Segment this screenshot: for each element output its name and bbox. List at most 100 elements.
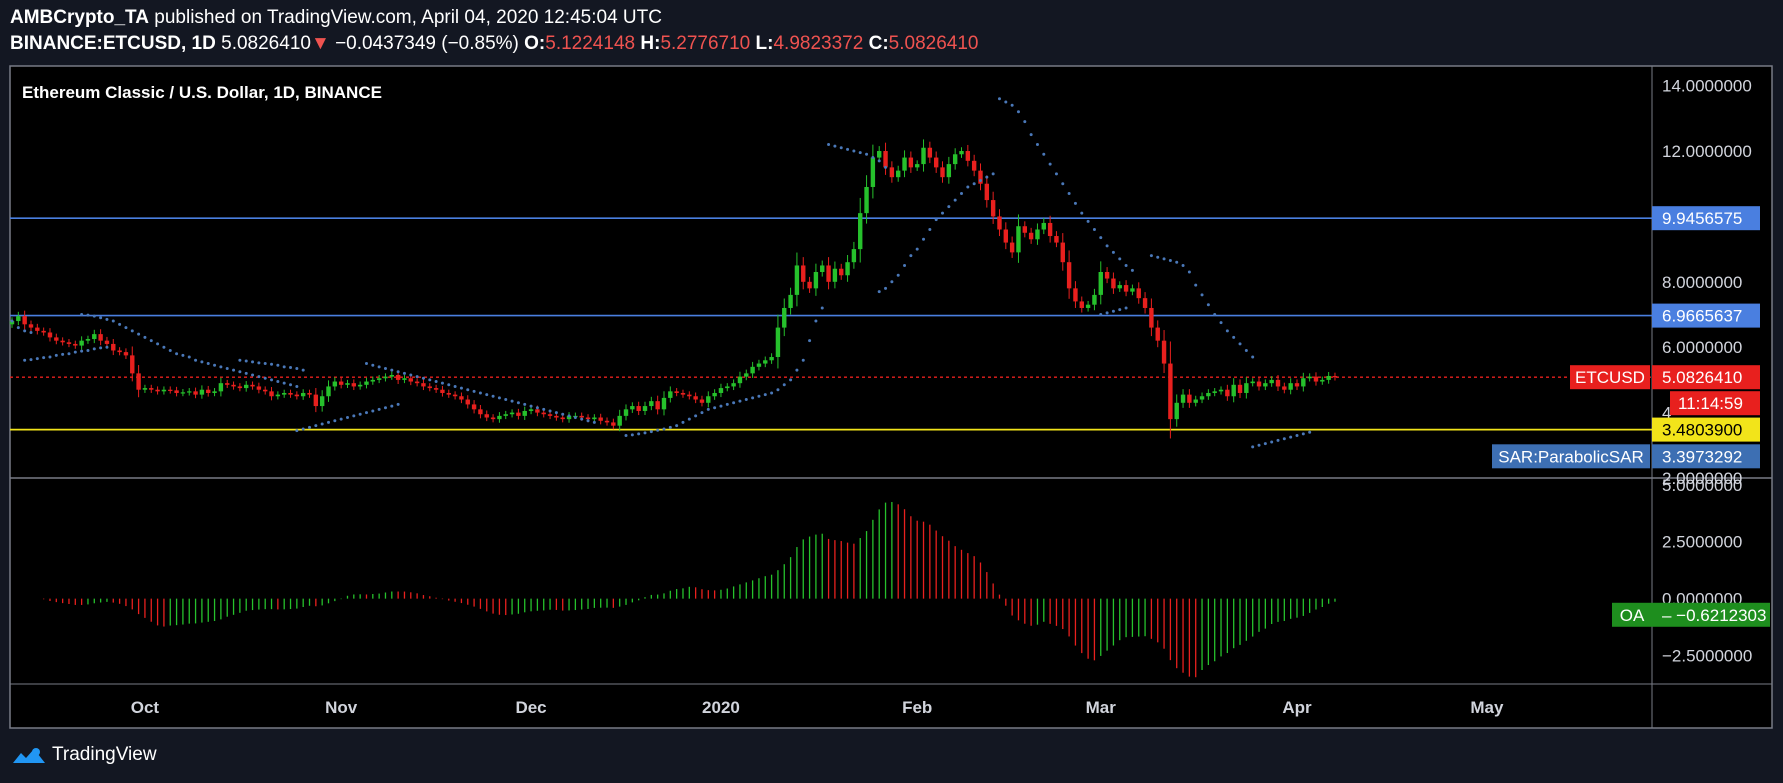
sar-dot (884, 165, 888, 169)
sar-dot (668, 425, 672, 429)
sar-dot (694, 414, 698, 418)
candle-body (623, 409, 629, 416)
candle-body (839, 268, 844, 276)
low-label: L: (755, 33, 774, 54)
candle-body (123, 352, 129, 356)
sar-dot (48, 355, 52, 359)
sar-dot (80, 349, 84, 353)
candle-body (959, 151, 964, 155)
candle-body (111, 343, 116, 351)
sar-dot (1168, 259, 1172, 263)
sar-dot (1263, 442, 1267, 446)
price-change: −0.0437349 (−0.85%) (335, 33, 519, 54)
candle-body (168, 389, 173, 391)
candle-body (978, 170, 983, 184)
candle-body (218, 383, 224, 392)
candle-body (1218, 389, 1224, 392)
tradingview-footer[interactable]: TradingView (12, 744, 157, 766)
sar-dot (371, 409, 375, 413)
candle-body (408, 378, 413, 382)
sar-dot (978, 178, 982, 182)
candle-body (263, 389, 268, 392)
candle-body (1275, 379, 1281, 387)
level-price-tag[interactable]: 6.9665637 (1662, 307, 1742, 326)
symbol-tag[interactable]: ETCUSD (1575, 368, 1645, 387)
sar-dot (1162, 257, 1166, 261)
sar-dot (953, 198, 957, 202)
sar-dot (1111, 309, 1115, 313)
sar-dot (345, 416, 349, 420)
sar-dot (440, 381, 444, 385)
candle-body (699, 399, 705, 403)
candle-body (149, 388, 154, 390)
sar-dot (396, 370, 400, 374)
sar-dot (244, 359, 248, 363)
candle-body (1237, 384, 1243, 393)
sar-dot (827, 142, 831, 146)
candle-body (775, 327, 781, 358)
candle-body (307, 392, 312, 395)
candle-body (870, 157, 876, 187)
sar-dot (548, 409, 552, 413)
sar-dot (295, 429, 299, 433)
candle-body (851, 249, 857, 263)
candle-body (788, 294, 793, 308)
sar-dot (687, 417, 691, 421)
last-price-tag[interactable]: 5.0826410 (1662, 368, 1742, 387)
candle-body (288, 392, 293, 395)
oa-tag-bg (1612, 602, 1770, 627)
sar-dot (1301, 432, 1305, 436)
sar-dot (934, 218, 938, 222)
sar-dot (713, 406, 717, 410)
sar-dot (1225, 329, 1229, 333)
sar-dot (80, 313, 84, 317)
candle-body (1326, 375, 1331, 380)
oscillator-tick-label: −2.5000000 (1662, 647, 1752, 666)
candle-body (794, 265, 800, 295)
candle-body (22, 316, 27, 325)
high-label: H: (640, 33, 661, 54)
sar-dot (1099, 313, 1103, 317)
close-value: 5.0826410 (888, 33, 979, 54)
symbol-name[interactable]: BINANCE:ETCUSD, 1D (10, 33, 216, 54)
sar-dot (1118, 308, 1122, 312)
sar-dot (428, 378, 432, 382)
candle-body (421, 383, 426, 387)
candle-body (326, 386, 331, 397)
candle-body (1136, 288, 1141, 299)
sar-dot (1257, 443, 1261, 447)
candle-body (497, 415, 502, 420)
sar-dot (535, 406, 539, 410)
sar-dot (1092, 227, 1096, 231)
candle-body (275, 394, 281, 397)
candle-body (1073, 288, 1078, 302)
candle-body (446, 392, 451, 395)
countdown-tag-bg (1670, 391, 1760, 416)
low-value: 4.9823372 (773, 33, 864, 54)
candle-body (376, 378, 382, 380)
level-price-tag[interactable]: 9.9456575 (1662, 209, 1742, 228)
sar-name-tag[interactable]: SAR:ParabolicSAR (1498, 447, 1644, 466)
candle-body (92, 334, 97, 340)
publisher-name[interactable]: AMBCrypto_TA (10, 7, 149, 28)
sar-dot (1111, 250, 1115, 254)
sar-dot (314, 424, 318, 428)
support-price-tag[interactable]: 3.4803900 (1662, 421, 1742, 440)
candle-body (1016, 226, 1021, 253)
sar-dot (175, 352, 179, 356)
oa-name-tag[interactable]: OA (1620, 606, 1645, 625)
sar-dot (1035, 142, 1039, 146)
candle-body (642, 406, 648, 411)
sar-dot (181, 353, 185, 357)
price-tags[interactable]: 9.9456575 6.9665637 3.4803900 5.0826410 ETCU… (1492, 206, 1770, 627)
sar-dot (1219, 321, 1223, 325)
candle-body (465, 399, 470, 405)
candle-body (908, 157, 914, 168)
oscillator-pane (43, 502, 1336, 678)
candle-body (1307, 376, 1312, 379)
last-price-tag-bg (1652, 365, 1760, 390)
sar-dot (257, 375, 261, 379)
candle-body (763, 360, 768, 364)
sar-dot (377, 407, 381, 411)
